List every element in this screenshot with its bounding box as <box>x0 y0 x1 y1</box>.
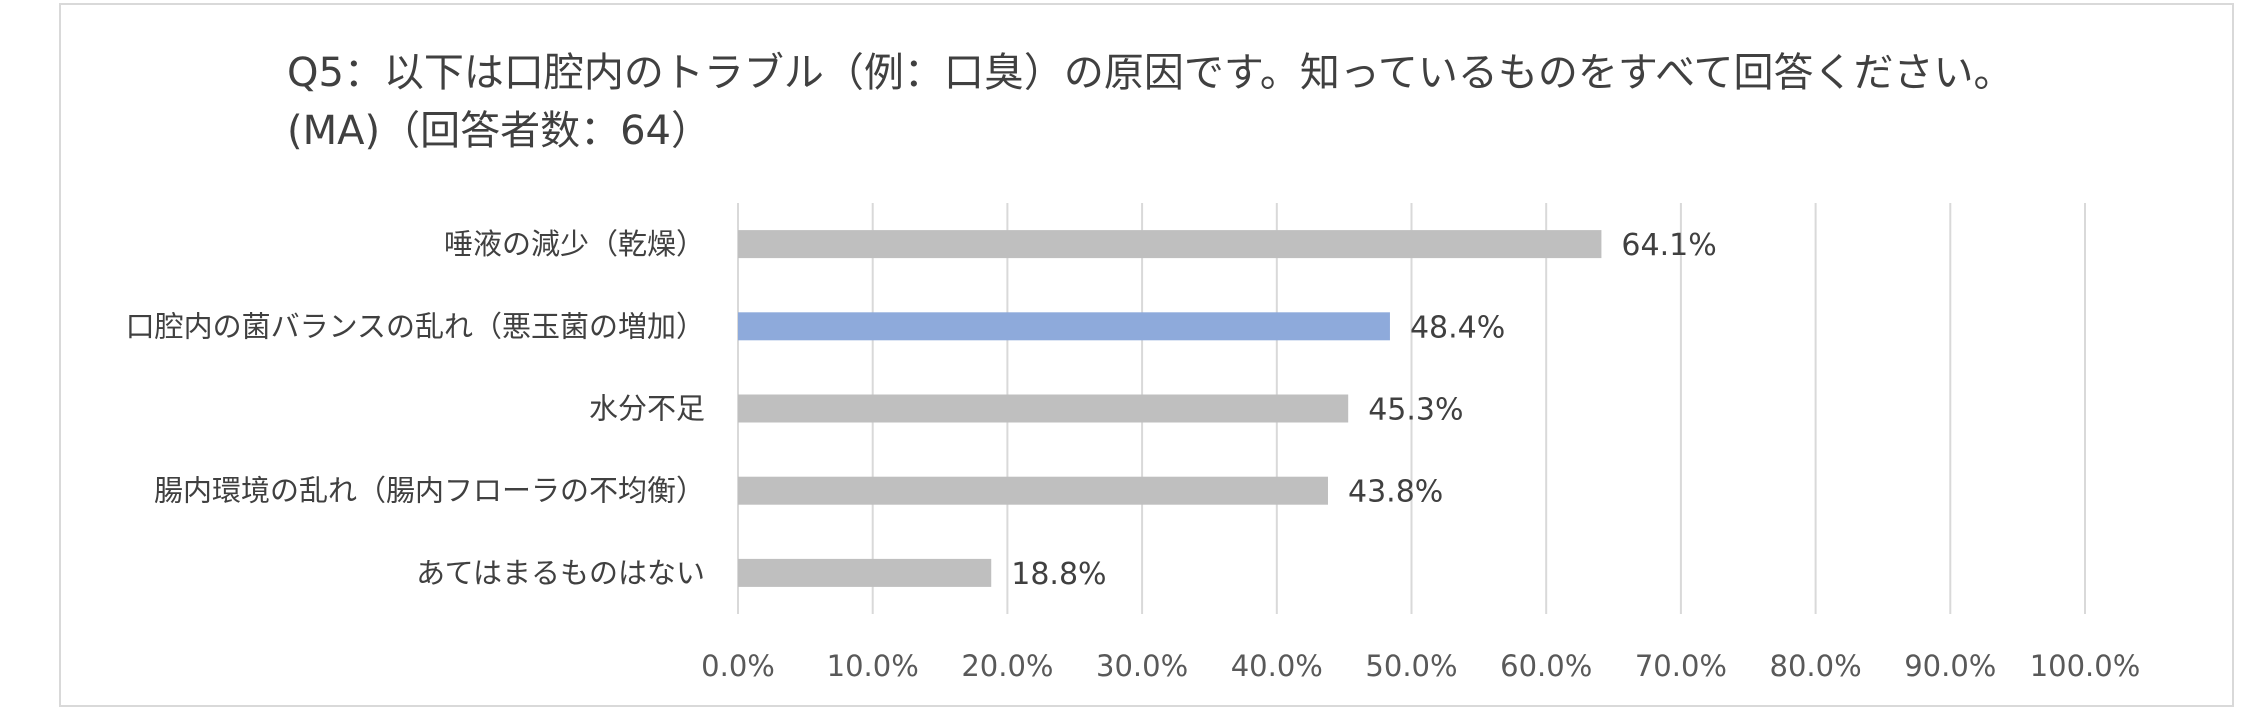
x-tick-label: 90.0% <box>1904 649 1996 683</box>
data-label: 48.4% <box>1410 310 1505 345</box>
bar <box>738 558 992 587</box>
x-tick-label: 70.0% <box>1635 649 1727 683</box>
bar <box>738 230 1602 259</box>
category-label: あてはまるものはない <box>416 556 705 590</box>
x-tick-label: 40.0% <box>1231 649 1323 683</box>
x-tick-label: 30.0% <box>1096 649 1188 683</box>
x-tick-label: 0.0% <box>701 649 775 683</box>
x-tick-label: 80.0% <box>1770 649 1862 683</box>
bar <box>738 312 1390 341</box>
x-tick-label: 100.0% <box>2030 649 2141 683</box>
category-label: 口腔内の菌バランスの乱れ（悪玉菌の増加） <box>126 309 705 343</box>
data-label: 18.8% <box>1011 557 1106 592</box>
chart-area <box>59 3 2234 707</box>
bar <box>738 476 1328 505</box>
x-tick-label: 50.0% <box>1365 649 1457 683</box>
category-label: 唾液の減少（乾燥） <box>444 227 705 261</box>
x-tick-label: 20.0% <box>961 649 1053 683</box>
chart-title: Q5：以下は口腔内のトラブル（例：口臭）の原因です。知っているものをすべて回答く… <box>287 50 2014 154</box>
data-label: 64.1% <box>1621 228 1716 263</box>
data-label: 43.8% <box>1348 475 1443 510</box>
x-tick-label: 10.0% <box>827 649 919 683</box>
bar <box>738 394 1349 423</box>
category-label: 水分不足 <box>589 392 705 426</box>
x-tick-label: 60.0% <box>1500 649 1592 683</box>
data-label: 45.3% <box>1368 393 1463 428</box>
category-label: 腸内環境の乱れ（腸内フローラの不均衡） <box>154 474 705 508</box>
